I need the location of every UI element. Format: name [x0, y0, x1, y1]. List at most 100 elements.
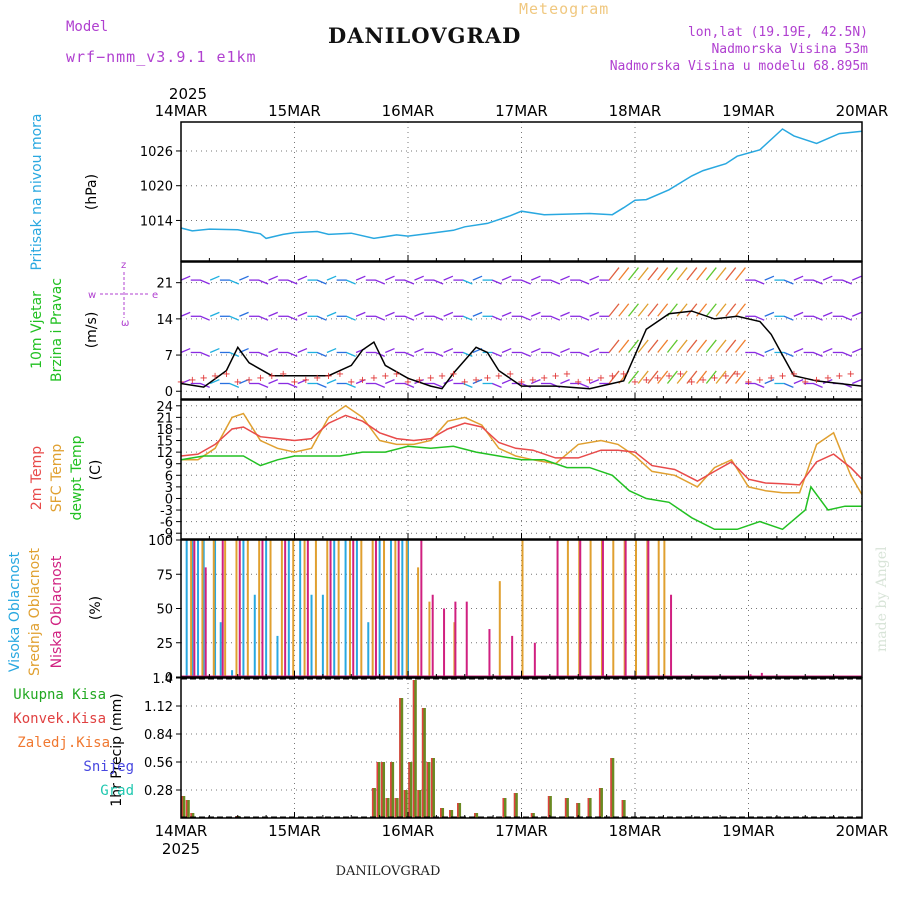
- x-tick-label-top: 19MAR: [722, 102, 775, 120]
- elevation-label: Nadmorska Visina 53m: [711, 42, 868, 57]
- wind-arrow: [462, 315, 473, 321]
- wind-arrow: [725, 339, 737, 353]
- wind-arrow: [443, 378, 454, 385]
- y-tick-label: 25: [156, 637, 173, 652]
- wind-arrow: [268, 347, 279, 354]
- wind-gust-mark: +: [200, 373, 208, 384]
- precip-convective-bar: [440, 808, 442, 818]
- wind-arrow: [589, 347, 600, 354]
- sfc-temp-axis-label: SFC Temp: [49, 444, 65, 513]
- precip-legend-entry: Zaledj.Kisa: [17, 735, 110, 751]
- year-label-top: 2025: [169, 85, 207, 103]
- wind-arrow: [822, 347, 833, 354]
- wind-gust-mark: +: [415, 375, 423, 386]
- wind-arrow: [239, 378, 249, 385]
- wind-arrow: [735, 370, 746, 384]
- precip-convective-bar: [513, 793, 516, 818]
- precip-convective-bar: [587, 798, 590, 818]
- wind-arrow: [492, 351, 502, 357]
- wind-arrow: [501, 311, 512, 317]
- wind-arrow: [764, 378, 775, 385]
- wind-arrow: [783, 382, 794, 388]
- wind-arrow: [628, 339, 639, 353]
- x-tick-label-bottom: 15MAR: [268, 822, 321, 840]
- footer-title: DANILOVGRAD: [336, 864, 441, 879]
- precip-bar: [412, 680, 417, 818]
- y-tick-label: 0: [165, 385, 173, 400]
- wind-arrow: [754, 351, 765, 357]
- wind-arrow: [462, 351, 473, 357]
- wind-gust-mark: +: [722, 371, 730, 382]
- wind-gust-mark: +: [642, 375, 650, 386]
- precip-bar: [399, 698, 404, 818]
- wind-gust-mark: +: [744, 377, 752, 388]
- wind-arrow: [705, 303, 717, 317]
- wind-arrow: [297, 311, 308, 317]
- wind-gust-mark: +: [404, 377, 412, 388]
- wind-gust-mark: +: [324, 371, 332, 382]
- precip-bar: [598, 788, 603, 818]
- wind-arrow: [618, 339, 630, 353]
- wind-arrow: [550, 279, 561, 285]
- precip-convective-bar: [426, 762, 428, 818]
- wind-arrow: [209, 378, 220, 385]
- y-tick-label: 18: [156, 423, 173, 438]
- precip-convective-bar: [598, 788, 601, 818]
- wind-arrow: [725, 303, 737, 317]
- wind-arrow: [326, 311, 337, 317]
- wind-arrow: [793, 378, 804, 385]
- y-tick-label: 1.12: [144, 700, 173, 715]
- wind-arrow: [472, 275, 483, 281]
- wind-arrow: [268, 311, 279, 317]
- wind-arrow: [287, 279, 298, 285]
- precip-convective-bar: [390, 762, 392, 818]
- precip-bar: [457, 803, 462, 818]
- precip-bar: [417, 790, 422, 818]
- wind-arrow: [560, 378, 570, 385]
- wind-arrow: [200, 279, 210, 285]
- wind-gust-mark: +: [710, 373, 718, 384]
- wind-arrow: [258, 351, 269, 357]
- visoka-axis-label: Visoka Oblacnost: [7, 551, 23, 672]
- wind-arrow: [715, 267, 727, 281]
- wind-gust-mark: +: [824, 373, 832, 384]
- wind-arrow: [852, 275, 862, 281]
- precip-convective-bar: [399, 698, 401, 818]
- x-tick-label-bottom: 19MAR: [722, 822, 775, 840]
- x-tick-label-top: 17MAR: [495, 102, 548, 120]
- wind-arrow: [414, 275, 424, 281]
- wind-arrow: [793, 311, 804, 317]
- precip-bar: [449, 810, 454, 818]
- wind-gust-mark: +: [654, 373, 662, 384]
- pressure-unit-label: (hPa): [84, 174, 100, 210]
- wind-gust-mark: +: [563, 369, 571, 380]
- wind-arrow: [676, 370, 688, 384]
- y-tick-label: 0: [165, 671, 173, 686]
- precip-convective-bar: [417, 790, 419, 818]
- wind-arrow: [530, 347, 541, 354]
- wind-arrow: [637, 267, 649, 281]
- y-tick-label: 7: [165, 349, 173, 364]
- wind-arrow: [628, 267, 639, 281]
- wind-arrow: [735, 339, 746, 353]
- wind-arrow: [180, 347, 191, 354]
- wind-arrow: [414, 311, 424, 317]
- precip-bar: [185, 800, 190, 818]
- wind-gust-mark: +: [574, 377, 582, 388]
- year-label-bottom: 2025: [162, 840, 200, 858]
- wind-gust-mark: +: [381, 371, 389, 382]
- wind-gust-mark: +: [551, 371, 559, 382]
- wind-arrow: [501, 275, 512, 281]
- wind-arrow: [608, 370, 620, 384]
- precip-convective-bar: [502, 798, 504, 818]
- temp-unit-label: (C): [88, 460, 104, 481]
- precip-bar: [513, 793, 518, 818]
- wind-arrow: [637, 370, 649, 384]
- wind-arrow: [462, 279, 473, 285]
- wind-gust-mark: +: [302, 375, 310, 386]
- direction-legend-e: e: [152, 290, 158, 301]
- product-label: Meteogram: [519, 0, 610, 18]
- precip-convective-bar: [430, 758, 433, 818]
